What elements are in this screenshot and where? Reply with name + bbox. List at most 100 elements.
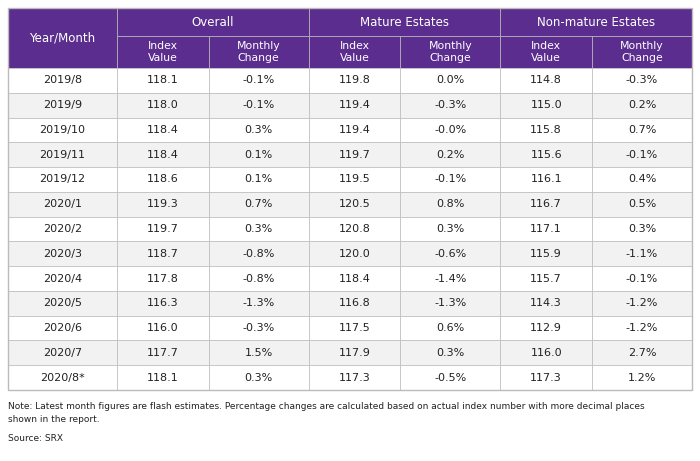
- Text: -0.1%: -0.1%: [626, 150, 658, 160]
- Text: 0.3%: 0.3%: [436, 224, 465, 234]
- Bar: [8, 167, 117, 192]
- Bar: [309, 365, 400, 390]
- Text: -0.8%: -0.8%: [242, 273, 275, 284]
- Bar: [309, 242, 400, 266]
- Bar: [117, 316, 209, 341]
- Text: 115.7: 115.7: [531, 273, 562, 284]
- Text: 2.7%: 2.7%: [628, 348, 657, 358]
- Bar: [209, 217, 309, 242]
- Bar: [500, 68, 592, 93]
- Bar: [209, 341, 309, 365]
- Text: -0.6%: -0.6%: [434, 249, 466, 259]
- Text: 0.7%: 0.7%: [628, 125, 656, 135]
- Bar: [309, 36, 400, 68]
- Text: -1.2%: -1.2%: [626, 298, 658, 308]
- Text: 120.5: 120.5: [339, 199, 370, 209]
- Bar: [592, 93, 692, 118]
- Text: 117.3: 117.3: [339, 372, 370, 383]
- Bar: [309, 291, 400, 316]
- Bar: [209, 93, 309, 118]
- Bar: [8, 266, 117, 291]
- Bar: [309, 266, 400, 291]
- Bar: [8, 8, 692, 390]
- Bar: [209, 192, 309, 217]
- Text: 117.1: 117.1: [531, 224, 562, 234]
- Bar: [592, 192, 692, 217]
- Text: 2019/10: 2019/10: [39, 125, 85, 135]
- Bar: [8, 68, 117, 93]
- Bar: [500, 341, 592, 365]
- Text: 115.0: 115.0: [531, 100, 562, 110]
- Text: -0.1%: -0.1%: [242, 100, 275, 110]
- Bar: [500, 142, 592, 167]
- Text: 118.0: 118.0: [147, 100, 178, 110]
- Bar: [117, 341, 209, 365]
- Bar: [8, 217, 117, 242]
- Bar: [309, 167, 400, 192]
- Bar: [117, 192, 209, 217]
- Bar: [592, 266, 692, 291]
- Bar: [400, 291, 500, 316]
- Text: 120.0: 120.0: [339, 249, 370, 259]
- Text: 2020/1: 2020/1: [43, 199, 82, 209]
- Text: -1.4%: -1.4%: [434, 273, 466, 284]
- Bar: [8, 93, 117, 118]
- Text: 119.7: 119.7: [147, 224, 178, 234]
- Bar: [400, 68, 500, 93]
- Text: -0.3%: -0.3%: [434, 100, 466, 110]
- Bar: [117, 142, 209, 167]
- Bar: [8, 291, 117, 316]
- Text: 119.7: 119.7: [339, 150, 370, 160]
- Text: 117.5: 117.5: [339, 323, 370, 333]
- Text: 2020/6: 2020/6: [43, 323, 82, 333]
- Text: 2019/12: 2019/12: [39, 174, 85, 184]
- Text: 117.3: 117.3: [531, 372, 562, 383]
- Bar: [117, 118, 209, 142]
- Bar: [309, 93, 400, 118]
- Bar: [8, 142, 117, 167]
- Bar: [8, 242, 117, 266]
- Text: 0.4%: 0.4%: [628, 174, 656, 184]
- Bar: [500, 242, 592, 266]
- Text: 2020/4: 2020/4: [43, 273, 82, 284]
- Text: Monthly
Change: Monthly Change: [620, 41, 664, 63]
- Bar: [309, 192, 400, 217]
- Text: 0.3%: 0.3%: [628, 224, 656, 234]
- Bar: [117, 217, 209, 242]
- Bar: [592, 291, 692, 316]
- Text: 0.0%: 0.0%: [436, 76, 465, 85]
- Text: 115.9: 115.9: [531, 249, 562, 259]
- Text: 114.3: 114.3: [531, 298, 562, 308]
- Text: Index
Value: Index Value: [340, 41, 370, 63]
- Text: Source: SRX: Source: SRX: [8, 434, 63, 443]
- Text: shown in the report.: shown in the report.: [8, 415, 99, 424]
- Bar: [309, 68, 400, 93]
- Bar: [592, 217, 692, 242]
- Text: 2020/2: 2020/2: [43, 224, 82, 234]
- Bar: [500, 217, 592, 242]
- Bar: [309, 341, 400, 365]
- Text: -0.1%: -0.1%: [242, 76, 275, 85]
- Text: Monthly
Change: Monthly Change: [237, 41, 281, 63]
- Bar: [500, 93, 592, 118]
- Bar: [117, 167, 209, 192]
- Text: 0.8%: 0.8%: [436, 199, 465, 209]
- Text: 116.3: 116.3: [147, 298, 178, 308]
- Text: 119.3: 119.3: [147, 199, 178, 209]
- Text: 2020/3: 2020/3: [43, 249, 82, 259]
- Bar: [8, 316, 117, 341]
- Bar: [400, 192, 500, 217]
- Bar: [8, 365, 117, 390]
- Bar: [400, 266, 500, 291]
- Text: Index
Value: Index Value: [531, 41, 561, 63]
- Text: 116.7: 116.7: [531, 199, 562, 209]
- Bar: [117, 242, 209, 266]
- Bar: [117, 8, 309, 36]
- Bar: [400, 341, 500, 365]
- Bar: [209, 291, 309, 316]
- Text: 116.1: 116.1: [531, 174, 562, 184]
- Bar: [400, 167, 500, 192]
- Text: Year/Month: Year/Month: [29, 31, 96, 45]
- Bar: [592, 365, 692, 390]
- Text: 119.5: 119.5: [339, 174, 370, 184]
